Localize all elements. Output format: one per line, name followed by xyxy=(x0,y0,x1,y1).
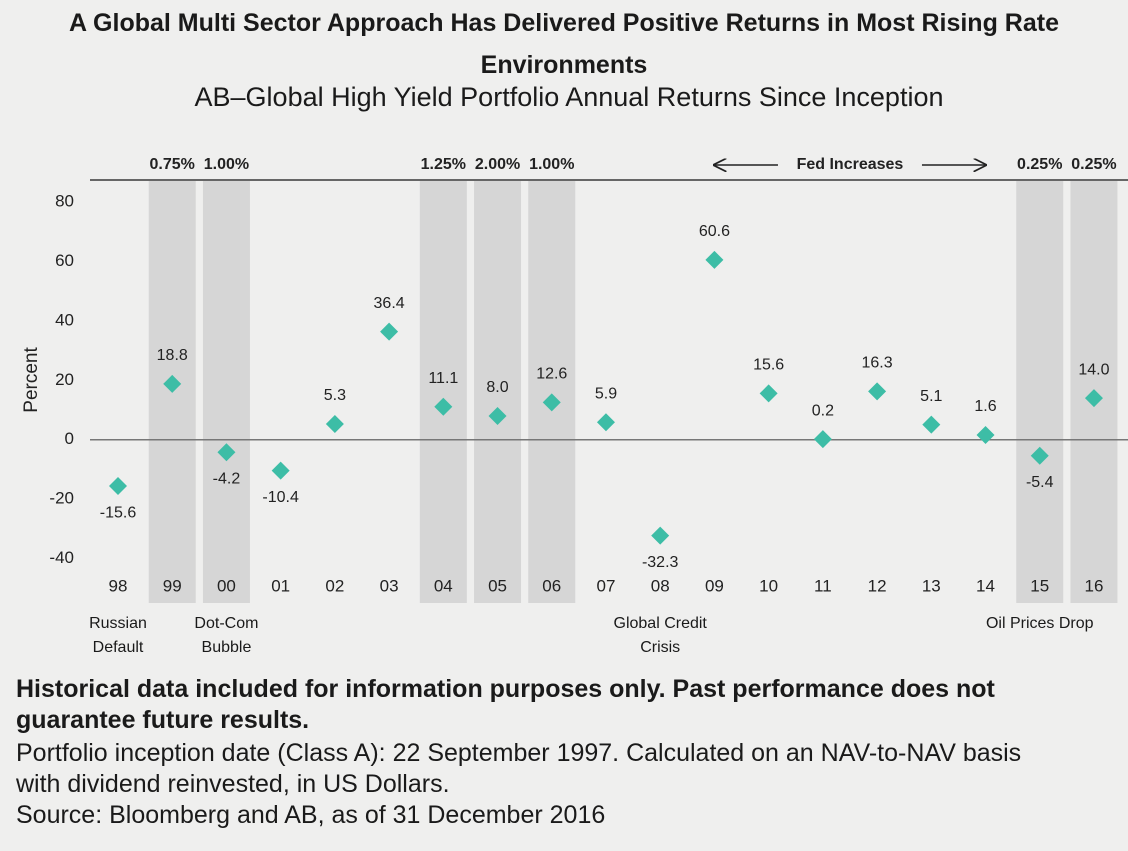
y-tick-label: 40 xyxy=(55,310,74,329)
highlight-label: 0.25% xyxy=(1071,156,1116,173)
x-tick-label: 98 xyxy=(109,576,128,595)
data-point xyxy=(488,406,507,425)
y-tick-label: 60 xyxy=(55,251,74,270)
x-tick-label: 08 xyxy=(651,576,670,595)
data-label: 12.6 xyxy=(536,366,567,383)
highlight-band xyxy=(202,180,250,603)
data-point xyxy=(868,382,887,401)
x-tick-label: 05 xyxy=(488,576,507,595)
data-point xyxy=(542,393,561,412)
highlight-label: 0.25% xyxy=(1017,156,1062,173)
highlight-band xyxy=(1016,180,1064,603)
data-point xyxy=(434,397,453,416)
y-tick-label: -40 xyxy=(49,548,74,567)
x-tick-label: 12 xyxy=(868,576,887,595)
note: Source: Bloomberg and AB, as of 31 Decem… xyxy=(16,801,606,829)
x-tick-label: 10 xyxy=(759,576,778,595)
data-label: 1.6 xyxy=(974,398,996,415)
y-tick-label: 20 xyxy=(55,370,74,389)
data-point xyxy=(759,384,778,403)
x-tick-label: 07 xyxy=(597,576,616,595)
data-point xyxy=(217,443,236,462)
highlight-band xyxy=(474,180,522,603)
data-point xyxy=(1030,446,1049,465)
y-tick-label: 80 xyxy=(55,192,74,211)
x-tick-label: 99 xyxy=(163,576,182,595)
data-point xyxy=(380,322,399,341)
note: Portfolio inception date (Class A): 22 S… xyxy=(16,739,1022,798)
range-label: Fed Increases xyxy=(797,156,904,173)
data-point xyxy=(271,461,290,480)
chart-subtitle: AB–Global High Yield Portfolio Annual Re… xyxy=(194,82,944,112)
annotation: Global Credit Crisis xyxy=(613,615,707,656)
data-label: -32.3 xyxy=(642,554,679,571)
x-tick-label: 13 xyxy=(922,576,941,595)
annotation: Russian Default xyxy=(89,615,147,656)
data-label: 15.6 xyxy=(753,357,784,374)
data-label: 0.2 xyxy=(812,402,834,419)
x-tick-label: 02 xyxy=(325,576,344,595)
data-point xyxy=(596,413,615,432)
data-label: -15.6 xyxy=(100,504,137,521)
y-tick-label: 0 xyxy=(65,429,74,448)
highlight-band xyxy=(528,180,576,603)
data-label: 5.1 xyxy=(920,388,942,405)
data-point xyxy=(705,250,724,269)
data-point xyxy=(922,415,941,434)
highlight-label: 0.75% xyxy=(150,156,195,173)
annotation: Oil Prices Drop xyxy=(985,615,1094,632)
data-point xyxy=(813,430,832,449)
annotation: Dot-Com Bubble xyxy=(194,615,259,656)
highlight-label: 1.00% xyxy=(529,156,574,173)
disclaimer: Historical data included for information… xyxy=(16,675,995,734)
data-point xyxy=(109,477,127,496)
data-label: 60.6 xyxy=(699,223,730,240)
x-tick-label: 11 xyxy=(814,576,832,595)
data-label: -4.2 xyxy=(213,470,241,487)
data-point xyxy=(325,415,344,434)
data-label: 16.3 xyxy=(862,355,893,372)
x-tick-label: 01 xyxy=(271,576,290,595)
data-label: -10.4 xyxy=(262,489,299,506)
highlight-label: 1.00% xyxy=(204,156,249,173)
data-label: 8.0 xyxy=(486,379,508,396)
data-point xyxy=(163,374,182,393)
data-label: -5.4 xyxy=(1026,474,1054,491)
data-point xyxy=(1084,389,1103,408)
x-tick-label: 00 xyxy=(217,576,236,595)
y-axis-label: Percent xyxy=(21,347,42,413)
highlight-label: 2.00% xyxy=(475,156,520,173)
x-tick-label: 04 xyxy=(434,576,453,595)
data-label: 18.8 xyxy=(157,347,188,364)
data-label: 14.0 xyxy=(1078,361,1109,378)
data-label: 5.3 xyxy=(324,387,346,404)
data-label: 11.1 xyxy=(428,370,458,387)
data-label: 5.9 xyxy=(595,385,617,402)
x-tick-label: 06 xyxy=(542,576,561,595)
x-tick-label: 16 xyxy=(1084,576,1103,595)
highlight-band xyxy=(419,180,467,603)
highlight-label: 1.25% xyxy=(421,156,466,173)
chart-title: A Global Multi Sector Approach Has Deliv… xyxy=(68,9,1059,79)
x-tick-label: 03 xyxy=(380,576,399,595)
data-label: 36.4 xyxy=(374,295,405,312)
data-point xyxy=(651,526,670,545)
x-tick-label: 09 xyxy=(705,576,724,595)
x-tick-label: 14 xyxy=(976,576,995,595)
y-tick-label: -20 xyxy=(49,489,74,508)
x-tick-label: 15 xyxy=(1030,576,1049,595)
data-point xyxy=(976,425,995,444)
